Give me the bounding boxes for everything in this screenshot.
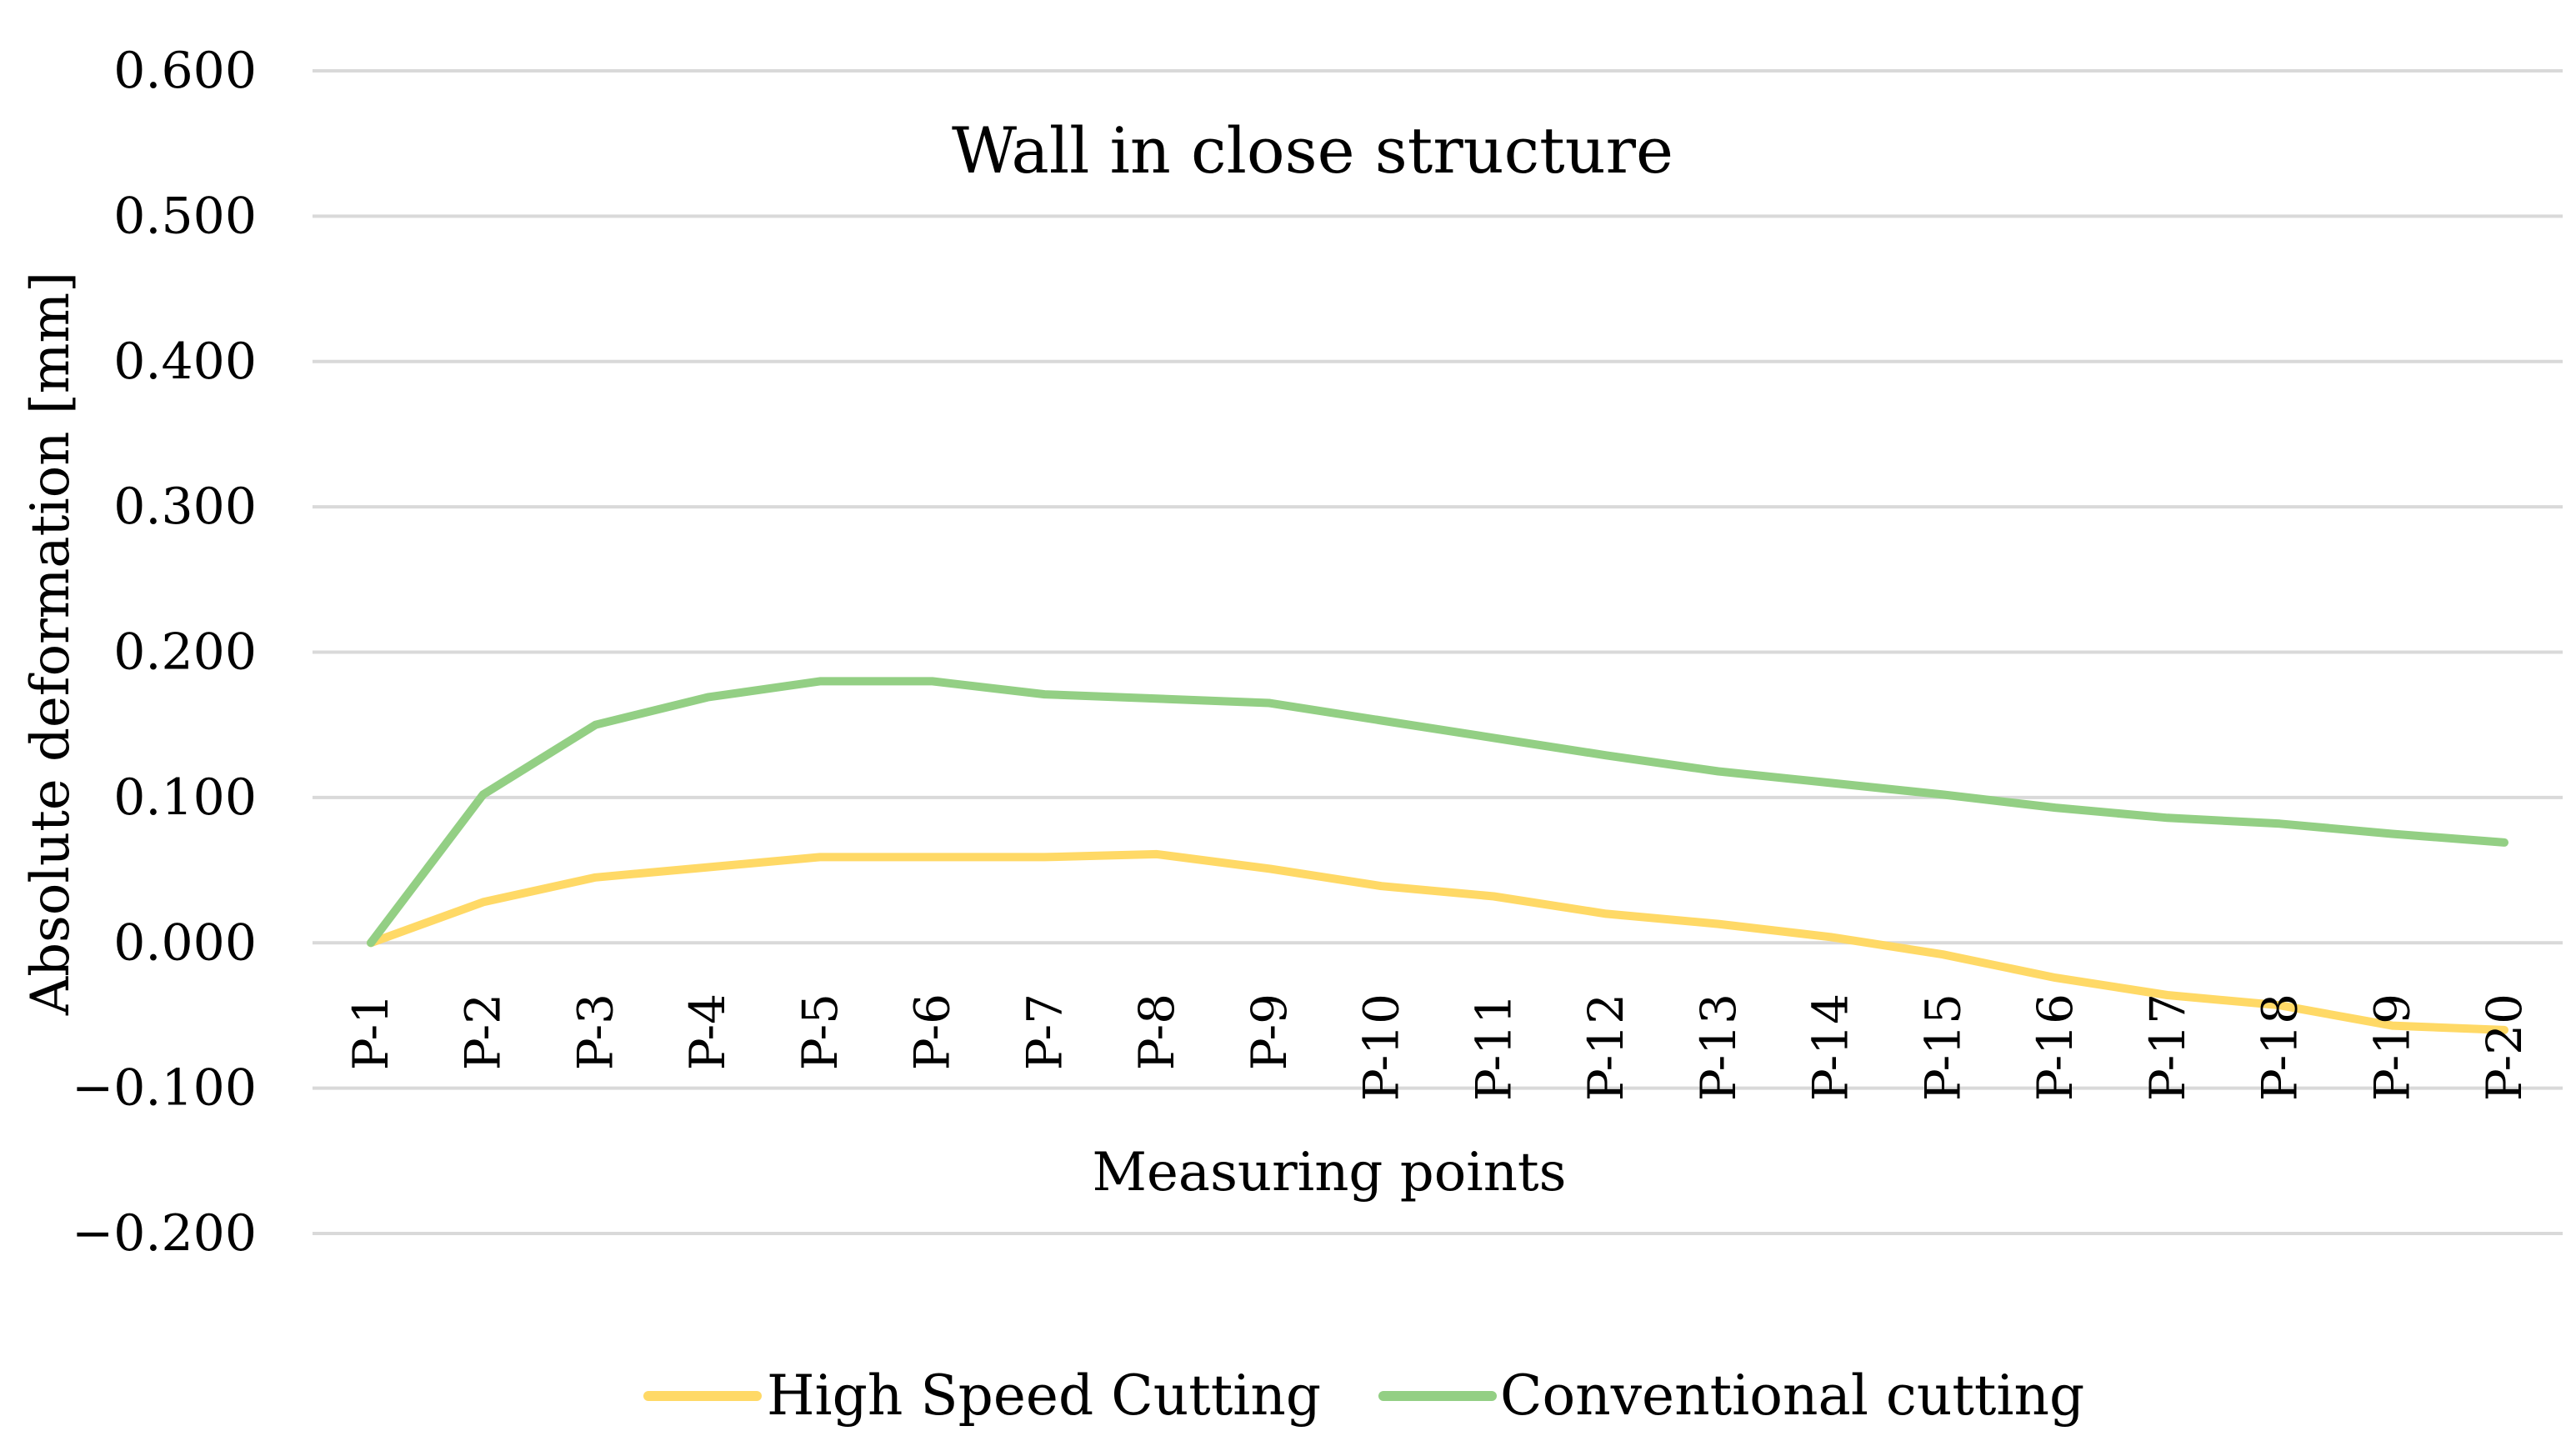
x-tick-label: P-19 [2363, 993, 2420, 1101]
grid-lines [313, 69, 2563, 1235]
x-tick-label: P-14 [1803, 993, 1859, 1101]
y-tick-label: 0.200 [113, 623, 257, 682]
x-tick-label: P-4 [679, 993, 736, 1070]
x-tick-label: P-7 [1016, 993, 1073, 1070]
legend-item-conventional-cutting[interactable]: Conventional cutting [1378, 1363, 2084, 1428]
y-tick-label: 0.600 [113, 42, 257, 100]
x-tick-label: P-9 [1241, 993, 1298, 1070]
x-tick-label: P-13 [1690, 993, 1747, 1101]
x-tick-label: P-12 [1578, 993, 1634, 1101]
y-tick-label: 0.400 [113, 333, 257, 391]
x-tick-label: P-15 [1914, 993, 1971, 1101]
series-lines [367, 677, 2508, 1034]
x-tick-label: P-2 [455, 993, 512, 1070]
x-tick-label: P-18 [2252, 993, 2308, 1101]
x-axis-ticks: P-1 P-2 P-3 P-4 P-5 P-6 P-7 P-8 P-9 P-10 P-11 P-12 P… [343, 993, 2533, 1101]
x-tick-label: P-8 [1128, 993, 1185, 1070]
series-line-high-speed-cutting [367, 849, 2508, 1034]
x-tick-label: P-5 [792, 993, 848, 1070]
y-tick-label: −0.100 [72, 1059, 257, 1118]
x-axis-title: Measuring points [1093, 1142, 1567, 1203]
y-tick-label: −0.200 [72, 1204, 257, 1263]
y-tick-label: 0.300 [113, 478, 257, 536]
x-tick-label: P-10 [1353, 993, 1410, 1101]
legend-label-high-speed-cutting: High Speed Cutting [767, 1363, 1321, 1428]
legend-item-high-speed-cutting[interactable]: High Speed Cutting [643, 1363, 1321, 1428]
x-tick-label: P-16 [2027, 993, 2083, 1101]
x-tick-label: P-3 [567, 993, 623, 1070]
x-tick-label: P-11 [1465, 993, 1522, 1101]
y-axis-ticks: 0.600 0.500 0.400 0.300 0.200 0.100 0.000 −0.10… [72, 42, 257, 1263]
x-tick-label: P-17 [2139, 993, 2196, 1101]
x-tick-label: P-20 [2476, 993, 2533, 1101]
legend-label-conventional-cutting: Conventional cutting [1500, 1363, 2084, 1428]
series-line-conventional-cutting [367, 677, 2508, 948]
y-tick-label: 0.100 [113, 768, 257, 827]
y-tick-label: 0.000 [113, 913, 257, 972]
legend: High Speed Cutting Conventional cutting [643, 1363, 2084, 1428]
x-tick-label: P-1 [343, 993, 399, 1070]
y-axis-title: Absolute deformation [mm] [20, 272, 82, 1016]
y-tick-label: 0.500 [113, 187, 257, 245]
x-tick-label: P-6 [904, 993, 961, 1070]
chart-title: Wall in close structure [952, 113, 1673, 188]
